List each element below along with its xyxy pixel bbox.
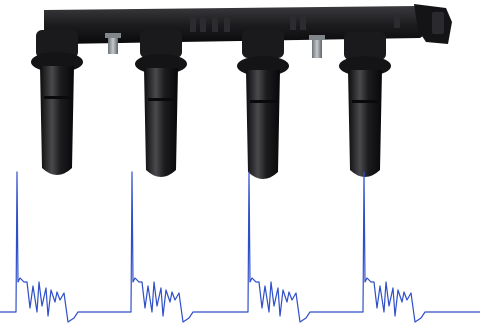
coil-tower-4 bbox=[339, 32, 391, 177]
coil-tower-2 bbox=[135, 30, 187, 177]
waveform-trace bbox=[0, 171, 480, 323]
connector-latch bbox=[432, 12, 444, 34]
mounting-stud-right bbox=[309, 35, 325, 58]
coil-tower-1 bbox=[31, 30, 83, 175]
coil-tower-3 bbox=[237, 30, 289, 179]
rail-ribs bbox=[190, 14, 400, 32]
ignition-waveform bbox=[0, 171, 480, 323]
coil-pack bbox=[31, 4, 452, 179]
mounting-stud-left bbox=[105, 33, 121, 54]
